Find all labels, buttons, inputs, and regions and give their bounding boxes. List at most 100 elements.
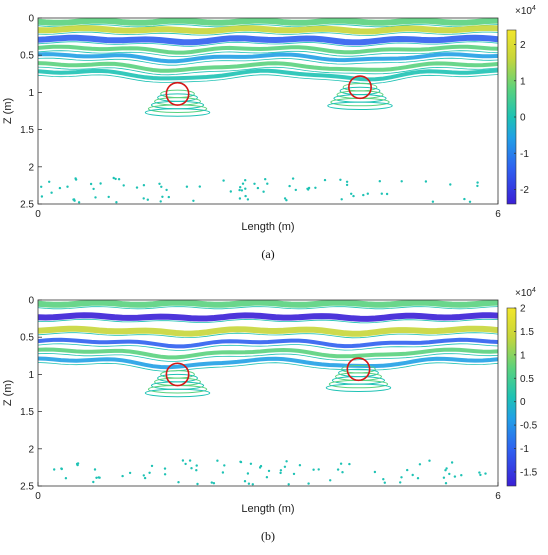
speckle-dot [264, 178, 267, 181]
radargram-layers [38, 300, 498, 398]
speckle-dot [222, 179, 225, 182]
speckle-dot [184, 462, 187, 466]
speckle-dot [266, 182, 269, 185]
speckle-dot [307, 482, 310, 485]
speckle-dot [256, 186, 260, 190]
target-circle-2 [346, 357, 371, 382]
speckle-dot [362, 193, 365, 197]
speckle-dot [294, 188, 297, 192]
reflection-band [38, 52, 498, 64]
speckle-dot [463, 197, 466, 201]
speckle-dot [216, 459, 219, 462]
target-echo [144, 108, 211, 117]
contour-line [38, 343, 498, 351]
y-tick-label: 0.5 [20, 51, 34, 62]
speckle-dot [312, 468, 315, 471]
speckle-dot [399, 481, 402, 484]
reflection-band [38, 61, 498, 73]
speckle-dot [165, 188, 168, 192]
speckle-dot [243, 480, 247, 483]
speckle-dot [287, 483, 290, 486]
speckle-dot [181, 459, 185, 462]
speckle-dot [160, 185, 163, 188]
speckle-dot [442, 476, 446, 479]
plot-background [38, 18, 498, 204]
speckle-dot [97, 476, 100, 479]
speckle-dot [468, 200, 472, 203]
speckle-dot [444, 482, 448, 485]
speckle-dot [246, 472, 250, 475]
speckle-dot [77, 201, 81, 204]
panel-caption: (b) [261, 529, 275, 543]
reflection-band [38, 68, 498, 82]
speckle-dot [317, 468, 320, 471]
speckle-dot [385, 192, 389, 196]
speckle-dot [285, 460, 288, 463]
y-axis-label: Z (m) [2, 380, 14, 406]
colorbar-ticks: 2 1.5 1 0.5 0 -0.5 -1 -1.5 [514, 304, 538, 478]
speckle-dot [121, 474, 124, 478]
target-echo [144, 388, 211, 398]
target-circle-1 [165, 362, 190, 387]
reflection-band [38, 347, 498, 360]
reflection-band [38, 356, 498, 370]
y-tick-label: 0 [28, 14, 34, 25]
speckle-dot [92, 187, 95, 191]
speckle-dot [329, 479, 332, 482]
target-echo [327, 101, 393, 111]
reflection-band [38, 312, 498, 322]
contour-line [38, 24, 498, 28]
speckle-dot [185, 185, 189, 188]
y-tick-label: 2 [28, 162, 34, 173]
speckle-dot [336, 468, 340, 471]
speckle-dot [445, 467, 448, 470]
speckle-dot [378, 180, 381, 183]
speckle-dot [238, 197, 242, 200]
colorbar-tick-label: -0.5 [520, 421, 538, 432]
speckle-dot [449, 183, 452, 186]
speckle-dot [428, 459, 431, 462]
speckle-dot [74, 178, 78, 181]
y-tick-label: 2 [28, 444, 34, 455]
plot-frame [37, 17, 499, 205]
colorbar-tick-label: 1 [520, 350, 526, 361]
speckle-dot [190, 467, 193, 470]
speckle-dot [50, 191, 53, 194]
speckle-dot [285, 199, 288, 202]
target-markers [165, 357, 371, 387]
speckle-dot [93, 468, 97, 471]
speckle-dot [53, 468, 56, 471]
speckle-dot [192, 199, 195, 202]
colorbar-tick-label: 2 [520, 40, 526, 51]
colorbar-tick-label: 0 [520, 113, 526, 124]
target-echo [325, 383, 392, 393]
speckle-dot [163, 473, 167, 476]
target-markers [165, 75, 372, 106]
reflection-band [38, 18, 498, 26]
speckle-dot [476, 181, 479, 184]
speckle-dot [251, 483, 254, 486]
speckle-dot [298, 464, 302, 467]
x-axis-label: Length (m) [241, 503, 294, 515]
contour-line [38, 50, 498, 57]
speckle-dot [241, 182, 245, 185]
speckle-dot [418, 463, 422, 466]
speckle-dot [223, 464, 226, 467]
speckle-dot [279, 469, 283, 472]
plot-frame [37, 299, 499, 487]
contour-line [38, 74, 498, 84]
speckle-dot [135, 186, 139, 189]
reflection-band [38, 300, 498, 308]
contour-line [38, 318, 498, 324]
speckle-dot [92, 480, 95, 484]
speckle-dot [253, 182, 256, 185]
speckle-dot [240, 189, 244, 192]
speckle-dot [99, 182, 102, 185]
speckle-dot [146, 198, 149, 201]
speckle-dot [142, 474, 145, 477]
speckle-dot [373, 470, 377, 474]
speckle-dot [229, 190, 232, 193]
speckle-dot [107, 195, 110, 199]
speckle-dot [431, 200, 435, 203]
reflection-band [38, 325, 498, 337]
